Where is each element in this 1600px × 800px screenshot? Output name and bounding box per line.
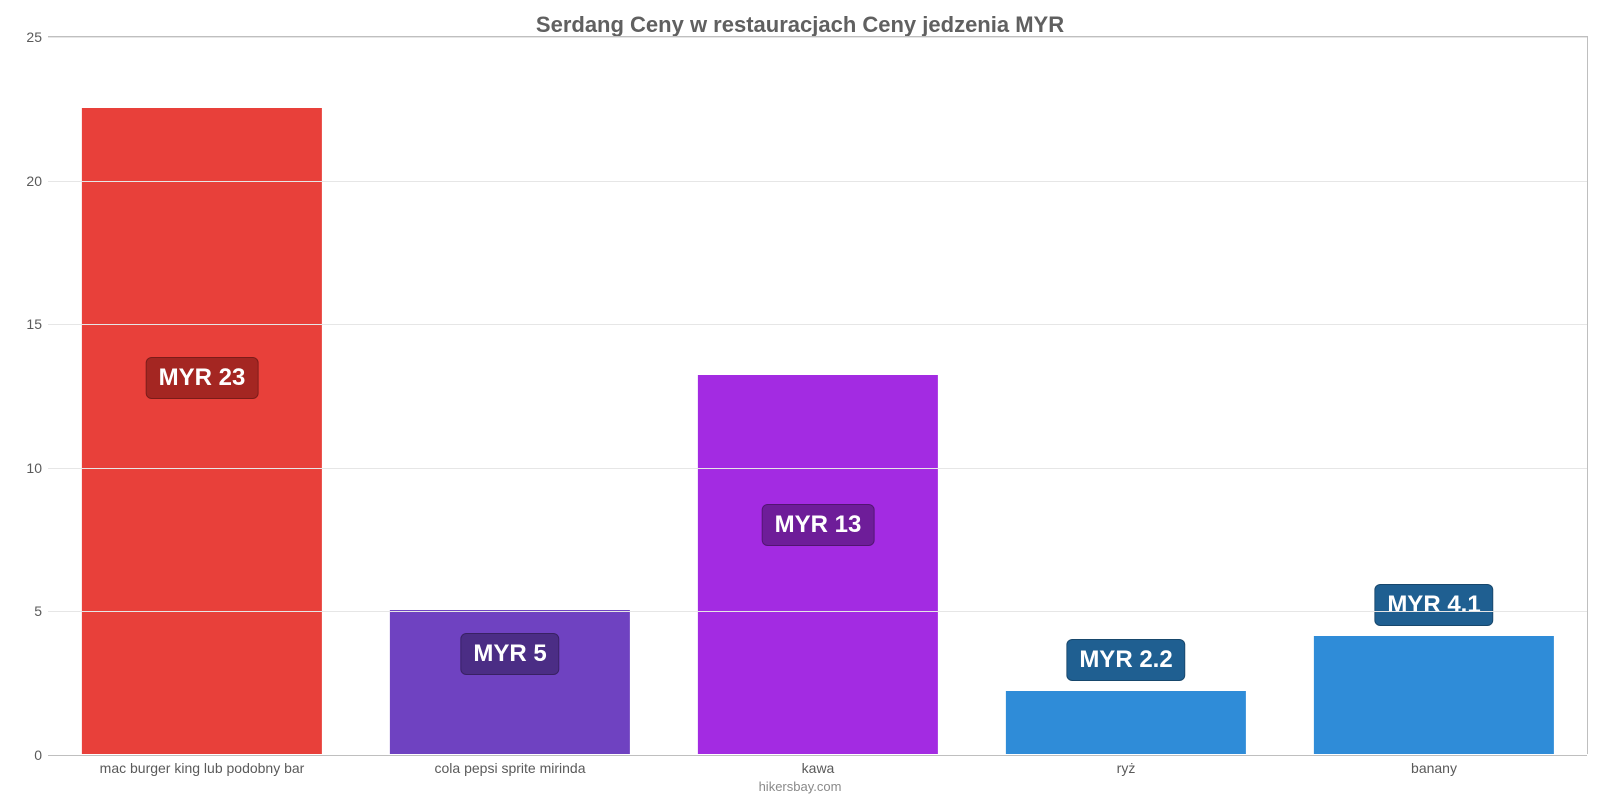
y-tick-label: 25 <box>8 29 42 45</box>
bar <box>1314 636 1554 754</box>
value-badge: MYR 2.2 <box>1066 639 1185 681</box>
y-tick-label: 15 <box>8 316 42 332</box>
y-tick-label: 10 <box>8 460 42 476</box>
bar-slot: MYR 4.1banany <box>1280 37 1588 754</box>
value-badge: MYR 23 <box>146 357 259 399</box>
y-tick-label: 5 <box>8 603 42 619</box>
gridline <box>48 181 1587 182</box>
bar <box>82 108 322 754</box>
chart-title: Serdang Ceny w restauracjach Ceny jedzen… <box>0 12 1600 38</box>
gridline <box>48 755 1587 756</box>
y-tick-label: 0 <box>8 747 42 763</box>
gridline <box>48 468 1587 469</box>
x-tick-label: cola pepsi sprite mirinda <box>435 760 586 776</box>
bar-slot: MYR 23mac burger king lub podobny bar <box>48 37 356 754</box>
bars-container: MYR 23mac burger king lub podobny barMYR… <box>48 37 1587 754</box>
value-badge: MYR 13 <box>762 504 875 546</box>
x-tick-label: mac burger king lub podobny bar <box>100 760 305 776</box>
x-tick-label: kawa <box>802 760 835 776</box>
x-tick-label: ryż <box>1117 760 1136 776</box>
bar-slot: MYR 5cola pepsi sprite mirinda <box>356 37 664 754</box>
value-badge: MYR 4.1 <box>1374 584 1493 626</box>
gridline <box>48 37 1587 38</box>
bar-slot: MYR 13kawa <box>664 37 972 754</box>
bar <box>1006 691 1246 754</box>
bar <box>390 610 630 754</box>
gridline <box>48 324 1587 325</box>
value-badge: MYR 5 <box>460 633 559 675</box>
price-bar-chart: Serdang Ceny w restauracjach Ceny jedzen… <box>0 0 1600 800</box>
y-tick-label: 20 <box>8 173 42 189</box>
gridline <box>48 611 1587 612</box>
bar <box>698 375 938 754</box>
plot-area: MYR 23mac burger king lub podobny barMYR… <box>48 36 1588 754</box>
x-tick-label: banany <box>1411 760 1457 776</box>
bar-slot: MYR 2.2ryż <box>972 37 1280 754</box>
chart-attribution: hikersbay.com <box>0 779 1600 794</box>
